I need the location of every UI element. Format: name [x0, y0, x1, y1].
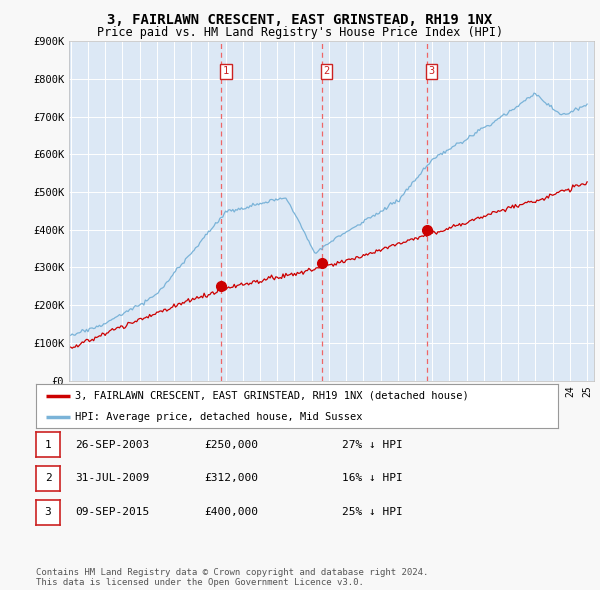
- Text: £400,000: £400,000: [204, 507, 258, 517]
- Text: £312,000: £312,000: [204, 474, 258, 483]
- Text: Contains HM Land Registry data © Crown copyright and database right 2024.
This d: Contains HM Land Registry data © Crown c…: [36, 568, 428, 587]
- Text: 27% ↓ HPI: 27% ↓ HPI: [342, 440, 403, 450]
- Text: 16% ↓ HPI: 16% ↓ HPI: [342, 474, 403, 483]
- Text: 2: 2: [44, 474, 52, 483]
- Text: 1: 1: [44, 440, 52, 450]
- Text: 3, FAIRLAWN CRESCENT, EAST GRINSTEAD, RH19 1NX (detached house): 3, FAIRLAWN CRESCENT, EAST GRINSTEAD, RH…: [75, 391, 469, 401]
- Text: 31-JUL-2009: 31-JUL-2009: [75, 474, 149, 483]
- Text: HPI: Average price, detached house, Mid Sussex: HPI: Average price, detached house, Mid …: [75, 412, 362, 422]
- Text: 2: 2: [323, 67, 329, 77]
- Text: 3: 3: [428, 67, 435, 77]
- Text: 26-SEP-2003: 26-SEP-2003: [75, 440, 149, 450]
- Text: 1: 1: [223, 67, 229, 77]
- Text: 25% ↓ HPI: 25% ↓ HPI: [342, 507, 403, 517]
- Text: 3, FAIRLAWN CRESCENT, EAST GRINSTEAD, RH19 1NX: 3, FAIRLAWN CRESCENT, EAST GRINSTEAD, RH…: [107, 13, 493, 27]
- Text: 3: 3: [44, 507, 52, 517]
- Text: £250,000: £250,000: [204, 440, 258, 450]
- Text: 09-SEP-2015: 09-SEP-2015: [75, 507, 149, 517]
- Text: Price paid vs. HM Land Registry's House Price Index (HPI): Price paid vs. HM Land Registry's House …: [97, 26, 503, 39]
